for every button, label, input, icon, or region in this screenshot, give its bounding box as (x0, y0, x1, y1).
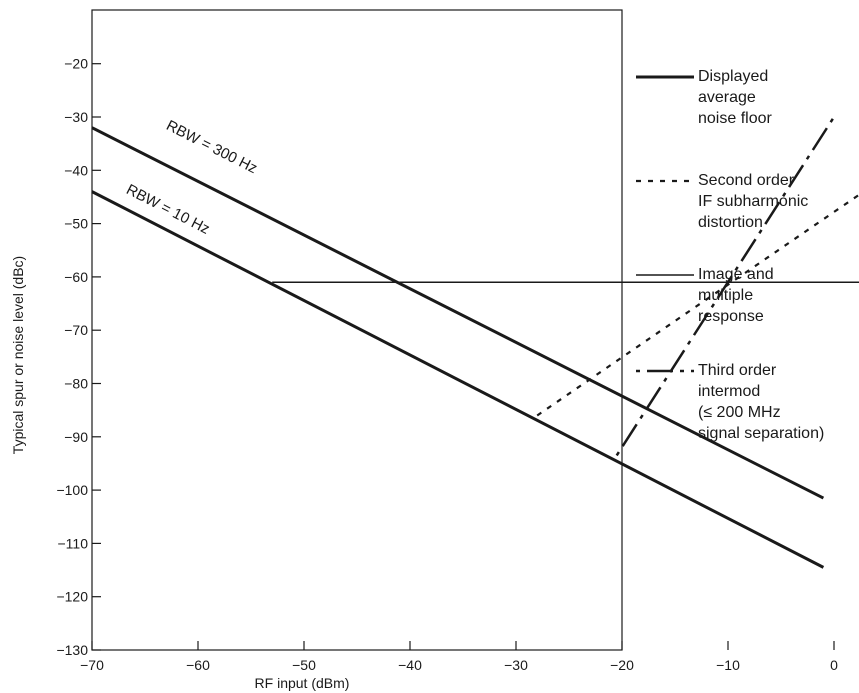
legend-swatch-dotted (636, 179, 694, 183)
legend-label: Third order intermod (≤ 200 MHz signal s… (698, 362, 825, 442)
legend-swatch-solid-thick (636, 75, 694, 79)
series-line-rbw-300-hz (91, 126, 825, 500)
y-tick-label: −130 (56, 642, 88, 658)
y-tick-label: −70 (64, 322, 88, 338)
y-tick-label: −80 (64, 376, 88, 392)
y-tick-label: −110 (58, 535, 89, 551)
y-tick-label: −50 (64, 216, 88, 232)
x-tick-label: −60 (186, 657, 210, 673)
x-tick-label: −10 (716, 657, 740, 673)
x-tick-label: −20 (610, 657, 634, 673)
y-tick-label: −40 (64, 162, 88, 178)
y-tick-label: −60 (64, 269, 88, 285)
annotation-rbw-300-hz: RBW = 300 Hz (163, 117, 260, 177)
legend-label: Image and multiple response (698, 266, 774, 325)
y-tick-label: −20 (64, 56, 88, 72)
x-tick-label: −50 (292, 657, 316, 673)
x-tick-label: −30 (504, 657, 528, 673)
x-tick-label: −70 (80, 657, 104, 673)
legend-label: Displayed average noise floor (698, 68, 772, 127)
legend-swatch-solid-thin (636, 274, 694, 276)
legend-swatch-dash-dot (636, 369, 694, 373)
y-axis-title: Typical spur or noise level (dBc) (10, 256, 26, 454)
legend-label: Second order IF subharmonic distortion (698, 172, 809, 231)
series-line-rbw-10-hz (91, 190, 825, 569)
x-axis-title: RF input (dBm) (255, 675, 350, 691)
x-tick-label: −40 (398, 657, 422, 673)
y-tick-label: −100 (56, 482, 88, 498)
x-tick-label: 0 (830, 657, 838, 673)
y-tick-label: −120 (56, 589, 88, 605)
y-tick-label: −90 (64, 429, 88, 445)
plot-frame (91, 9, 623, 651)
y-tick-label: −30 (64, 109, 88, 125)
series-line-third-order-intermod-200 (615, 116, 836, 457)
